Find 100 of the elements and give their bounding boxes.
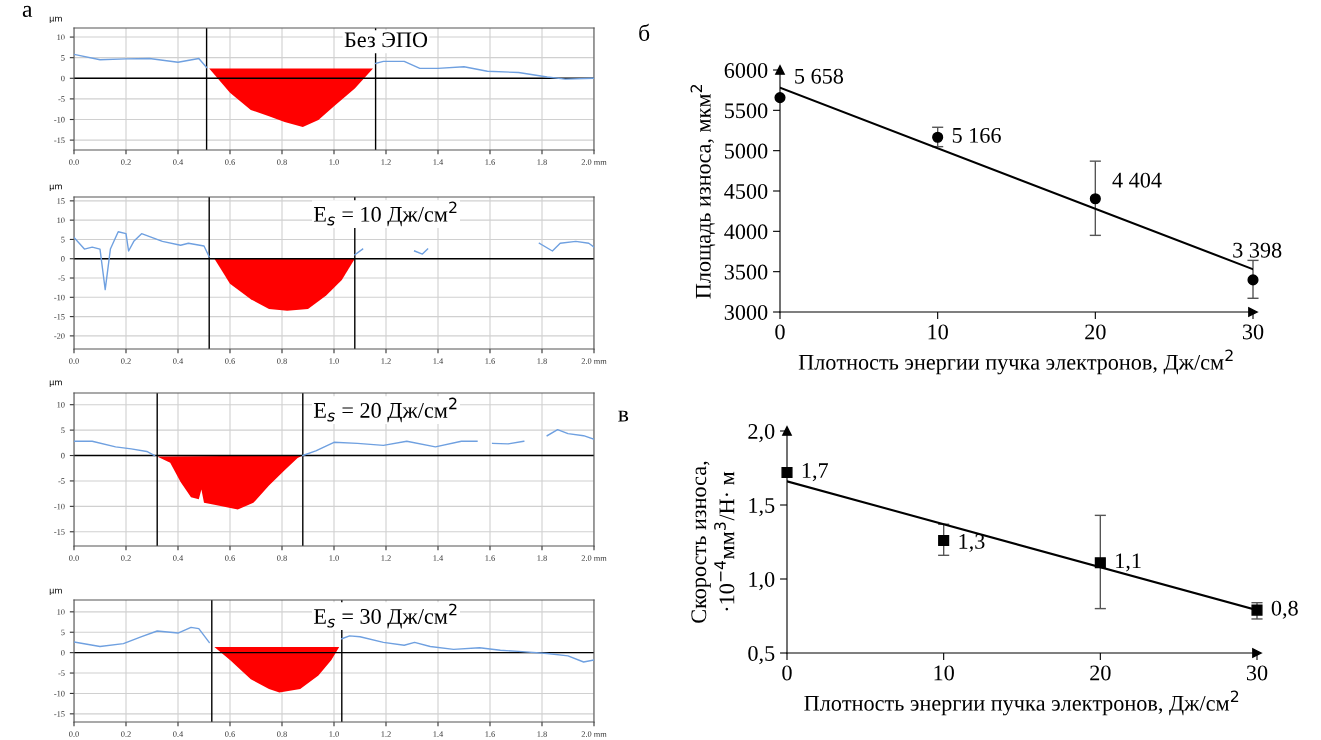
y-tick-label: 3500 — [724, 264, 768, 280]
chart-title: E$_{s}$ = 30 Дж/см$^{2}$ — [313, 603, 457, 629]
data-label: 1,1 — [1116, 553, 1141, 572]
x-tick-label: 10 — [934, 665, 954, 681]
y-tick-label: 10 — [57, 217, 65, 224]
y-tick-label: -15 — [54, 137, 65, 144]
point — [938, 534, 950, 547]
x-tick-label: 1.0 — [329, 358, 339, 364]
x-tick-label: 0.4 — [173, 159, 184, 165]
y-tick-label: 1,5 — [749, 498, 775, 517]
y-tick-label: 3000 — [724, 304, 768, 320]
y-tick-label: -20 — [54, 333, 65, 339]
x-tick-label: 0.6 — [225, 358, 235, 364]
x-tick-label: 1.2 — [381, 159, 391, 165]
y-tick-label: 0 — [61, 452, 65, 459]
x-tick-label: 0.8 — [277, 555, 287, 561]
x-tick-label: 0 — [782, 665, 792, 681]
x-tick-label: 0.4 — [173, 358, 184, 364]
y-tick-label: 1,0 — [749, 571, 775, 591]
y-tick-label: -5 — [58, 96, 65, 102]
text: в — [618, 410, 629, 422]
x-tick-label: 1.2 — [381, 358, 391, 364]
x-tick-label: 0.8 — [277, 159, 287, 165]
x-tick-label: 1.4 — [433, 159, 444, 165]
point — [774, 92, 786, 104]
y-axis-title: Площадь износа, мкм$^{2}$ — [690, 85, 716, 299]
y-tick-label: -10 — [54, 690, 65, 697]
y-tick-label: -5 — [58, 670, 65, 677]
y-tick-label: 2,0 — [748, 423, 775, 443]
data-label: 1,3 — [959, 533, 985, 553]
chart-title: E$_{s}$ = 20 Дж/см$^{2}$ — [313, 397, 457, 423]
x-tick-label: 1.8 — [537, 159, 547, 165]
text: б — [639, 23, 650, 41]
x-tick-label: 30 — [1246, 665, 1268, 681]
x-tick-label: 2.0 mm — [581, 731, 607, 737]
x-tick-label: 0.2 — [121, 731, 131, 737]
y-tick-label: -10 — [54, 116, 65, 123]
x-tick-label: 0.2 — [121, 159, 131, 165]
x-tick-label: 0.4 — [173, 731, 184, 737]
x-axis-title: Плотность энергии пучка электронов, Дж/см$^{2}$ — [798, 349, 1233, 375]
x-tick-label: 1.6 — [485, 159, 495, 165]
data-label: 0,8 — [1271, 600, 1298, 619]
x-tick-label: 1.6 — [485, 555, 495, 561]
y-tick-label: 0 — [61, 75, 65, 82]
y-tick-label: 4500 — [724, 183, 768, 199]
y-tick-label: 4000 — [724, 224, 768, 240]
x-tick-label: 1.4 — [433, 555, 444, 561]
x-tick-label: 0.0 — [69, 159, 79, 165]
x-tick-label: 0 — [775, 324, 785, 340]
point — [1251, 604, 1263, 616]
y-tick-label: -10 — [54, 503, 65, 510]
y-tick-label: 10 — [57, 34, 65, 41]
y-tick-label: -10 — [54, 294, 65, 301]
point — [1247, 274, 1259, 286]
y-tick-label: -5 — [58, 478, 65, 484]
data-label: 5 166 — [952, 127, 1001, 143]
x-tick-label: 20 — [1090, 665, 1111, 681]
y-axis-title: µm — [49, 588, 62, 596]
y-tick-label: 0,5 — [748, 645, 775, 665]
point — [932, 131, 944, 143]
y-tick-label: 5500 — [725, 103, 768, 119]
x-tick-label: 1.8 — [537, 555, 547, 561]
point — [781, 466, 793, 478]
text: а — [22, 5, 33, 18]
x-tick-label: 1.0 — [329, 555, 339, 561]
x-axis-title: Плотность энергии пучка электронов, Дж/см$^{2}$ — [804, 690, 1239, 716]
x-tick-label: 0.4 — [173, 555, 184, 561]
x-tick-label: 0.6 — [225, 731, 235, 737]
x-tick-label: 1.0 — [329, 731, 339, 737]
x-tick-label: 0.0 — [69, 731, 79, 737]
x-tick-label: 1.0 — [329, 159, 339, 165]
y-tick-label: 5 — [61, 55, 65, 61]
y-tick-label: -15 — [54, 711, 65, 717]
y-axis-title: µm — [49, 380, 62, 387]
x-tick-label: 1.4 — [433, 358, 444, 364]
y-tick-label: -15 — [54, 313, 65, 320]
y-tick-label: 5 — [61, 629, 65, 636]
x-tick-label: 1.8 — [537, 358, 547, 364]
x-tick-label: 0.8 — [277, 358, 287, 364]
y-tick-label: 10 — [57, 609, 65, 615]
chart-title: E$_{s}$ = 10 Дж/см$^{2}$ — [313, 201, 457, 227]
x-tick-label: 1.6 — [485, 731, 495, 737]
y-tick-label: -15 — [54, 529, 65, 535]
y-tick-label: 5000 — [725, 143, 768, 159]
y-axis-title: Скорость износа, ·10$^{−4}$мм$^{3}$/Н· м — [691, 461, 735, 623]
x-tick-label: 10 — [928, 324, 948, 340]
point — [1089, 193, 1101, 205]
x-tick-label: 0.8 — [277, 731, 287, 737]
y-tick-label: 0 — [61, 649, 65, 656]
x-tick-label: 0.0 — [69, 358, 79, 364]
x-tick-label: 0.2 — [121, 358, 131, 364]
x-tick-label: 0.6 — [225, 159, 235, 165]
data-label: 1,7 — [802, 463, 829, 482]
y-tick-label: 15 — [57, 198, 65, 204]
x-tick-label: 2.0 mm — [581, 358, 607, 364]
y-tick-label: -5 — [58, 275, 65, 281]
x-tick-label: 2.0 mm — [581, 159, 607, 165]
y-tick-label: 10 — [57, 402, 65, 408]
y-tick-label: 5 — [61, 427, 65, 434]
data-label: 5 658 — [795, 68, 844, 84]
